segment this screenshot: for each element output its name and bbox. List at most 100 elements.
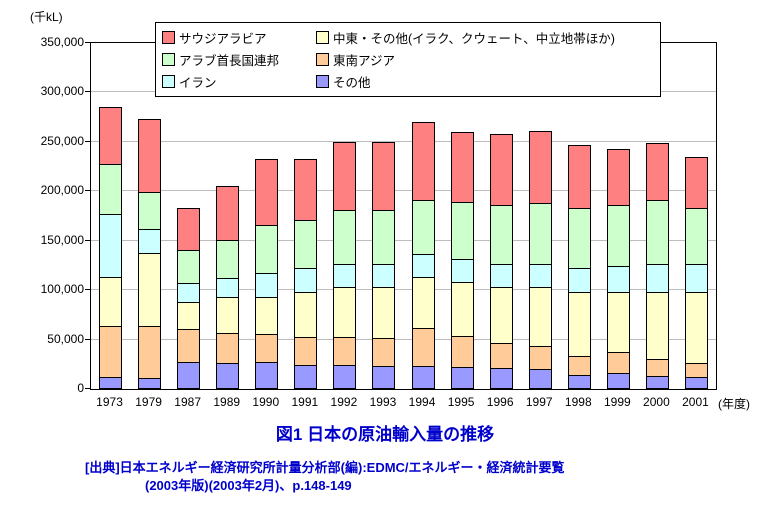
x-tick-label: 1987	[174, 395, 201, 409]
bar-2001	[684, 156, 708, 389]
bar-segment-その他	[177, 362, 201, 389]
y-tick-mark	[85, 140, 90, 142]
bar-segment-中東・その他(イラク、クウェート、中立地帯ほか)	[645, 292, 669, 361]
x-tick-label: 1995	[447, 395, 475, 409]
gridline	[91, 338, 716, 340]
bar-segment-アラブ首長国連邦	[450, 202, 474, 260]
gridline	[91, 190, 716, 192]
bar-2000	[645, 142, 669, 389]
y-tick-mark	[85, 91, 90, 93]
bar-segment-中東・その他(イラク、クウェート、中立地帯ほか)	[606, 292, 630, 354]
bar-1993	[372, 141, 396, 389]
bar-segment-イラン	[255, 273, 279, 299]
bar-segment-サウジアラビア	[372, 141, 396, 212]
bar-segment-イラン	[177, 283, 201, 304]
bar-segment-東南アジア	[99, 325, 123, 379]
bar-1994	[411, 122, 435, 389]
bar-1987	[177, 208, 201, 389]
y-tick-label: 300,000	[40, 84, 84, 99]
bar-segment-イラン	[567, 268, 591, 294]
bar-segment-その他	[684, 377, 708, 389]
source-note: [出典]日本エネルギー経済研究所計量分析部(編):EDMC/エネルギー・経済統計…	[85, 459, 725, 494]
chart-title: 図1 日本の原油輸入量の推移	[275, 425, 495, 444]
bar-segment-サウジアラビア	[684, 156, 708, 210]
bar-segment-サウジアラビア	[450, 132, 474, 204]
bar-segment-その他	[294, 365, 318, 389]
bar-segment-その他	[528, 369, 552, 389]
bar-segment-中東・その他(イラク、クウェート、中立地帯ほか)	[216, 297, 240, 334]
bar-segment-アラブ首長国連邦	[372, 210, 396, 265]
bar-segment-中東・その他(イラク、クウェート、中立地帯ほか)	[372, 287, 396, 339]
bar-1999	[606, 148, 630, 389]
x-tick-label: 1992	[330, 395, 358, 409]
bar-segment-サウジアラビア	[138, 119, 162, 194]
bar-segment-サウジアラビア	[645, 142, 669, 202]
legend-swatch	[162, 31, 175, 44]
bar-1997	[528, 131, 552, 389]
bar-segment-サウジアラビア	[489, 134, 513, 207]
x-tick-label: 2000	[643, 395, 670, 409]
bar-segment-サウジアラビア	[255, 158, 279, 226]
bar-segment-アラブ首長国連邦	[606, 205, 630, 267]
y-tick-label: 150,000	[40, 232, 84, 247]
bar-segment-中東・その他(イラク、クウェート、中立地帯ほか)	[138, 252, 162, 327]
gridline	[91, 289, 716, 291]
x-tick-label: 1994	[408, 395, 436, 409]
y-tick-label: 350,000	[40, 35, 84, 49]
bar-segment-東南アジア	[138, 325, 162, 380]
bar-segment-中東・その他(イラク、クウェート、中立地帯ほか)	[567, 292, 591, 358]
bar-segment-アラブ首長国連邦	[255, 224, 279, 275]
legend-item: その他	[316, 72, 654, 91]
bar-segment-東南アジア	[489, 342, 513, 370]
x-tick-label: 1996	[486, 395, 514, 409]
source-line-2: (2003年版)(2003年2月)、p.148-149	[145, 477, 352, 493]
legend-swatch	[316, 53, 329, 66]
legend: サウジアラビア 中東・その他(イラク、クウェート、中立地帯ほか) アラブ首長国連邦 東…	[155, 22, 661, 97]
x-tick-label: 1979	[135, 395, 162, 409]
bar-segment-中東・その他(イラク、クウェート、中立地帯ほか)	[99, 277, 123, 327]
bar-segment-中東・その他(イラク、クウェート、中立地帯ほか)	[177, 302, 201, 330]
bar-segment-サウジアラビア	[294, 158, 318, 222]
x-tick-label: 1993	[369, 395, 397, 409]
bar-segment-アラブ首長国連邦	[177, 249, 201, 285]
bar-segment-イラン	[294, 268, 318, 294]
bar-segment-東南アジア	[684, 363, 708, 379]
bar-segment-中東・その他(イラク、クウェート、中立地帯ほか)	[411, 277, 435, 329]
bar-segment-サウジアラビア	[411, 122, 435, 202]
bar-segment-東南アジア	[645, 359, 669, 378]
bar-segment-イラン	[411, 253, 435, 279]
x-tick-label: 1989	[213, 395, 241, 409]
legend-item: 中東・その他(イラク、クウェート、中立地帯ほか)	[316, 28, 654, 47]
bar-segment-その他	[216, 363, 240, 389]
y-tick-label: 50,000	[47, 331, 84, 346]
bar-segment-イラン	[372, 263, 396, 289]
bar-segment-アラブ首長国連邦	[567, 208, 591, 270]
bar-segment-東南アジア	[450, 335, 474, 369]
bar-segment-中東・その他(イラク、クウェート、中立地帯ほか)	[489, 287, 513, 344]
bar-1995	[450, 132, 474, 389]
gridline	[91, 239, 716, 241]
y-tick-mark	[85, 239, 90, 241]
bar-1991	[294, 158, 318, 389]
x-tick-label: 1997	[525, 395, 553, 409]
legend-label: 東南アジア	[333, 54, 396, 68]
bar-1989	[216, 186, 240, 389]
bar-1990	[255, 158, 279, 389]
bar-segment-サウジアラビア	[333, 141, 357, 212]
bar-segment-サウジアラビア	[177, 208, 201, 251]
bar-segment-イラン	[99, 214, 123, 279]
legend-label: その他	[333, 76, 371, 90]
bar-1973	[99, 107, 123, 389]
bar-segment-中東・その他(イラク、クウェート、中立地帯ほか)	[528, 287, 552, 347]
bar-segment-中東・その他(イラク、クウェート、中立地帯ほか)	[255, 297, 279, 335]
x-tick-label: 2001	[682, 395, 709, 409]
bar-segment-イラン	[333, 263, 357, 289]
bar-segment-アラブ首長国連邦	[216, 239, 240, 280]
legend-item: 東南アジア	[316, 50, 654, 69]
y-tick-mark	[85, 42, 90, 43]
legend-swatch	[162, 53, 175, 66]
bar-segment-イラン	[684, 263, 708, 294]
x-tick-label: 1990	[252, 395, 280, 409]
bar-segment-その他	[372, 366, 396, 389]
legend-label: サウジアラビア	[179, 32, 267, 46]
